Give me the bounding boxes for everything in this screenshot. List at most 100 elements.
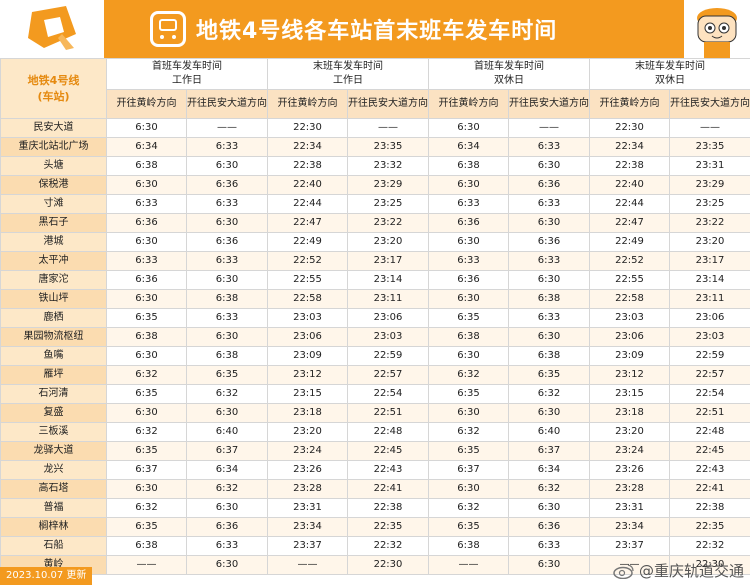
time-cell: 6:30: [508, 555, 590, 575]
table-row: 头塘 6:38 6:30 22:38 23:32 6:38 6:30 22:38 23:31: [0, 156, 750, 176]
weibo-icon: [613, 563, 634, 579]
time-cell: 6:30: [428, 175, 509, 195]
time-cell: 6:33: [186, 251, 268, 271]
time-cell: 6:33: [508, 194, 590, 214]
time-cell: 6:30: [508, 403, 590, 423]
time-cell: 6:30: [186, 327, 268, 347]
time-cell: 6:38: [508, 346, 590, 366]
time-cell: 6:33: [186, 194, 268, 214]
time-cell: 6:32: [186, 479, 268, 499]
schedule-table: 地铁4号线 (车站) 首班车发车时间 工作日 末班车发车时间 工作日 首班车发车时间…: [0, 58, 750, 575]
time-cell: 6:30: [428, 479, 509, 499]
time-cell: 6:38: [106, 536, 187, 556]
metro-train-icon: [150, 11, 186, 47]
page-title: 地铁4号线各车站首末班车发车时间: [196, 19, 558, 44]
station-name: 太平冲: [0, 251, 107, 271]
time-cell: 6:35: [186, 365, 268, 385]
time-cell: 6:32: [508, 384, 590, 404]
time-cell: 22:40: [589, 175, 670, 195]
table-row: 铁山坪 6:30 6:38 22:58 23:11 6:30 6:38 22:58 23:11: [0, 289, 750, 309]
time-cell: 22:35: [347, 517, 429, 537]
time-cell: 6:30: [186, 498, 268, 518]
time-cell: 6:30: [106, 118, 187, 138]
time-cell: 23:12: [267, 365, 348, 385]
group-header: 首班车发车时间 工作日: [106, 58, 268, 90]
station-name: 三板溪: [0, 422, 107, 442]
table-row: 雁坪 6:32 6:35 23:12 22:57 6:32 6:35 23:12 22:57: [0, 365, 750, 385]
time-cell: 6:33: [508, 137, 590, 157]
time-cell: 23:06: [267, 327, 348, 347]
time-cell: 6:35: [106, 441, 187, 461]
time-cell: 6:38: [428, 156, 509, 176]
time-cell: 6:35: [106, 384, 187, 404]
time-cell: 6:33: [508, 251, 590, 271]
time-cell: 22:55: [267, 270, 348, 290]
time-cell: 6:30: [106, 175, 187, 195]
station-name: 龙兴: [0, 460, 107, 480]
table-row: 黄岭 —— 6:30 —— 22:30 —— 6:30 —— 22:30: [0, 555, 750, 575]
time-cell: ——: [267, 555, 348, 575]
direction-minan-header: 开往民安大道方向: [347, 89, 429, 119]
station-name: 头塘: [0, 156, 107, 176]
time-cell: 22:57: [347, 365, 429, 385]
station-name: 港城: [0, 232, 107, 252]
time-cell: 23:20: [267, 422, 348, 442]
time-cell: 6:34: [428, 137, 509, 157]
time-cell: 6:33: [428, 194, 509, 214]
time-cell: 6:30: [106, 346, 187, 366]
time-cell: 23:03: [267, 308, 348, 328]
time-cell: 23:29: [347, 175, 429, 195]
time-cell: 6:38: [428, 536, 509, 556]
station-name: 普福: [0, 498, 107, 518]
time-cell: 6:35: [106, 308, 187, 328]
time-cell: 6:30: [508, 213, 590, 233]
time-cell: 6:38: [106, 327, 187, 347]
time-cell: 23:03: [669, 327, 750, 347]
cartoon-mascot-icon: [684, 0, 750, 58]
time-cell: 6:30: [428, 289, 509, 309]
time-cell: 23:17: [669, 251, 750, 271]
time-cell: 23:29: [669, 175, 750, 195]
time-cell: 6:32: [106, 422, 187, 442]
time-cell: 22:41: [669, 479, 750, 499]
table-row: 太平冲 6:33 6:33 22:52 23:17 6:33 6:33 22:52 23:17: [0, 251, 750, 271]
time-cell: 23:26: [267, 460, 348, 480]
time-cell: 6:30: [186, 213, 268, 233]
time-cell: 6:33: [186, 536, 268, 556]
direction-huangling-header: 开往黄岭方向: [428, 89, 509, 119]
table-row: 民安大道 6:30 —— 22:30 —— 6:30 —— 22:30 ——: [0, 118, 750, 138]
time-cell: 6:40: [186, 422, 268, 442]
time-cell: 6:35: [428, 308, 509, 328]
time-cell: 6:36: [106, 213, 187, 233]
time-cell: 23:35: [347, 137, 429, 157]
time-cell: 6:34: [106, 137, 187, 157]
time-cell: 6:32: [106, 365, 187, 385]
table-row: 港城 6:30 6:36 22:49 23:20 6:30 6:36 22:49 23:20: [0, 232, 750, 252]
station-name: 保税港: [0, 175, 107, 195]
time-cell: 23:31: [589, 498, 670, 518]
time-cell: 22:49: [267, 232, 348, 252]
time-cell: 6:38: [428, 327, 509, 347]
line-label: 地铁4号线: [27, 73, 80, 87]
time-cell: 6:40: [508, 422, 590, 442]
time-cell: ——: [428, 555, 509, 575]
time-cell: 23:12: [589, 365, 670, 385]
direction-minan-header: 开往民安大道方向: [508, 89, 590, 119]
time-cell: 22:52: [267, 251, 348, 271]
time-cell: 6:35: [106, 517, 187, 537]
line-header: 地铁4号线 (车站): [0, 58, 107, 119]
time-cell: 22:40: [267, 175, 348, 195]
station-name: 铁山坪: [0, 289, 107, 309]
time-cell: 22:34: [589, 137, 670, 157]
update-date: 2023.10.07 更新: [0, 567, 93, 585]
time-cell: 23:28: [267, 479, 348, 499]
time-cell: 23:03: [589, 308, 670, 328]
time-cell: 23:28: [589, 479, 670, 499]
station-name: 重庆北站北广场: [0, 137, 107, 157]
time-cell: 22:52: [589, 251, 670, 271]
time-cell: 22:47: [267, 213, 348, 233]
time-cell: 22:45: [669, 441, 750, 461]
time-cell: 23:37: [267, 536, 348, 556]
time-cell: 6:35: [428, 441, 509, 461]
time-cell: 23:20: [589, 422, 670, 442]
